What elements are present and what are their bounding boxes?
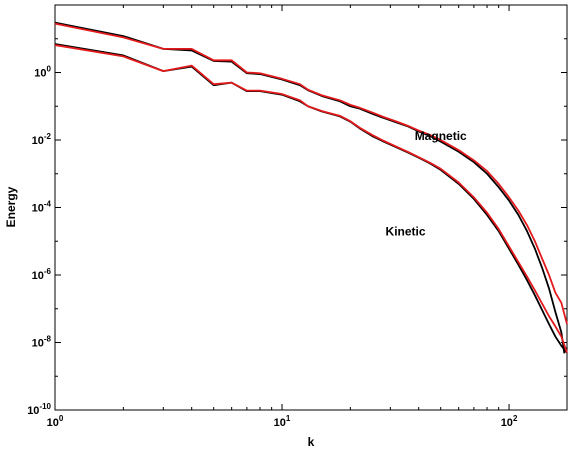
series-lines: [54, 21, 568, 354]
x-tick-label: 100: [47, 414, 64, 429]
y-tick-label: 10-6: [32, 267, 52, 282]
y-tick-label: 10-10: [27, 402, 51, 417]
plot-frame: [54, 4, 568, 411]
y-tick-label: 10-8: [32, 335, 52, 350]
annotation-label: Magnetic: [415, 129, 467, 143]
x-tick-label: 102: [501, 414, 518, 429]
y-tick-label: 100: [34, 65, 51, 80]
y-tick-label: 10-4: [32, 200, 52, 215]
x-axis-label: k: [308, 435, 315, 449]
series-line-1: [54, 22, 568, 325]
axis-ticks: 100 101 102 10-10 10-8 10-6 10-4 10-2 100: [27, 5, 567, 429]
annotations: Magnetic Kinetic: [386, 129, 468, 238]
y-tick-label: 10-2: [32, 132, 52, 147]
y-axis-label: Energy: [4, 186, 18, 227]
series-line-3: [54, 44, 568, 353]
x-tick-label: 101: [274, 414, 291, 429]
annotation-label: Kinetic: [386, 224, 426, 238]
